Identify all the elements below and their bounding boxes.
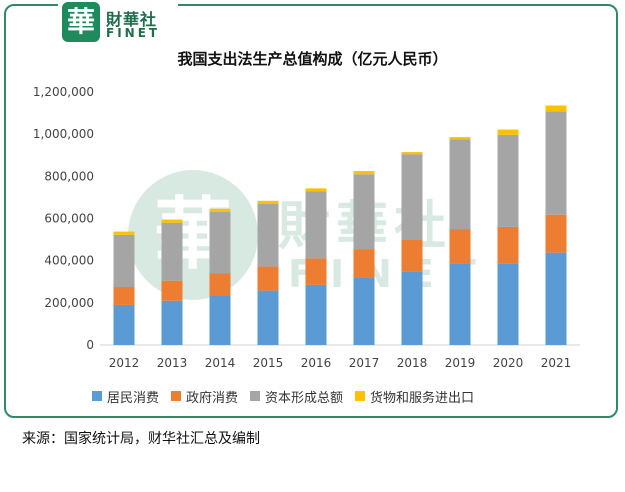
logo-name-en: FINET	[106, 26, 161, 40]
legend-swatch	[171, 391, 182, 401]
bar-segment	[305, 188, 327, 192]
bar-segment	[353, 249, 375, 278]
source-note: 来源：国家统计局，财华社汇总及编制	[22, 431, 260, 447]
bar-segment	[113, 231, 135, 235]
bar-segment	[209, 208, 231, 212]
bar-segment	[305, 191, 327, 259]
legend-item: 资本形成总额	[250, 387, 343, 406]
stacked-bar-chart: 0 200,000 400,000 600,000 800,000 1,000,000 1,…	[33, 85, 580, 370]
bar-segment	[353, 277, 375, 345]
x-tick-label: 2020	[493, 356, 524, 370]
bar-segment	[449, 137, 471, 140]
bar-segment	[497, 134, 519, 227]
bar-segment	[353, 174, 375, 250]
bar-segment	[305, 258, 327, 285]
x-tick-label: 2021	[541, 356, 572, 370]
bar-segment	[353, 171, 375, 175]
bar-segment	[161, 300, 183, 345]
y-tick-label: 1,000,000	[33, 127, 94, 141]
x-tick-label: 2015	[253, 356, 284, 370]
logo-seal-icon: 華	[62, 2, 100, 42]
x-tick-label: 2012	[109, 356, 140, 370]
bar-segment	[401, 152, 423, 155]
bar-segment	[545, 214, 567, 253]
bar-segment	[209, 211, 231, 274]
legend-label: 货物和服务进出口	[370, 390, 475, 406]
bar-segment	[257, 203, 279, 267]
legend-item: 居民消费	[92, 387, 159, 406]
bar-segment	[449, 263, 471, 345]
bar-segment	[449, 229, 471, 264]
legend-item: 政府消费	[171, 387, 238, 406]
bar-segment	[161, 280, 183, 301]
bar-segment	[305, 284, 327, 345]
bar-segment	[257, 266, 279, 291]
bar-segment	[449, 139, 471, 230]
bar-segment	[497, 129, 519, 135]
bar-segment	[113, 287, 135, 305]
bar-segment	[401, 154, 423, 241]
x-tick-label: 2016	[301, 356, 332, 370]
logo-name-cn: 財華社	[106, 10, 158, 29]
x-tick-label: 2014	[205, 356, 236, 370]
y-tick-label: 200,000	[44, 296, 94, 310]
legend-label: 居民消费	[107, 390, 160, 406]
legend-label: 政府消费	[186, 390, 239, 406]
y-tick-label: 1,200,000	[33, 85, 94, 99]
y-tick-label: 600,000	[44, 212, 94, 226]
y-tick-label: 800,000	[44, 169, 94, 183]
finet-logo: 華 財華社 FINET	[58, 0, 178, 48]
bar-segment	[401, 240, 423, 272]
legend-swatch	[250, 391, 261, 401]
legend-swatch	[355, 391, 366, 401]
bar-segment	[497, 226, 519, 264]
bar-segment	[209, 295, 231, 345]
bar-segment	[545, 105, 567, 112]
bar-segment	[497, 263, 519, 345]
bar-segment	[161, 222, 183, 281]
x-tick-label: 2019	[445, 356, 476, 370]
bar-segment	[113, 234, 135, 288]
legend-item: 货物和服务进出口	[355, 387, 474, 406]
x-tick-label: 2018	[397, 356, 428, 370]
bar-segment	[401, 271, 423, 345]
bar-segment	[545, 252, 567, 345]
x-tick-label: 2017	[349, 356, 380, 370]
bar-segment	[113, 304, 135, 345]
bar-segment	[257, 290, 279, 345]
bar-segment	[545, 111, 567, 215]
bar-segment	[209, 273, 231, 296]
bar-segment	[257, 200, 279, 204]
x-tick-label: 2013	[157, 356, 188, 370]
y-tick-label: 0	[86, 338, 94, 352]
y-tick-label: 400,000	[44, 254, 94, 268]
chart-title: 我国支出法生产总值构成（亿元人民币）	[177, 50, 448, 68]
chart-legend: 居民消费 政府消费 资本形成总额 货物和服务进出口	[92, 386, 474, 406]
legend-label: 资本形成总额	[265, 390, 344, 406]
legend-swatch	[92, 391, 102, 401]
bar-segment	[161, 219, 183, 223]
